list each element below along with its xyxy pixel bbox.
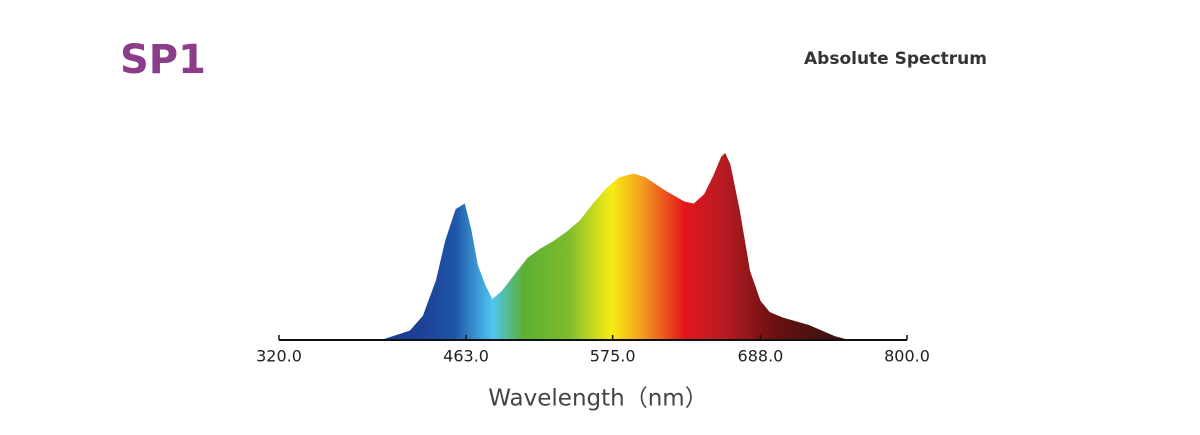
x-axis-label: Wavelength（nm）	[488, 386, 707, 412]
x-tick-label: 688.0	[738, 347, 784, 366]
chart-subtitle: Absolute Spectrum	[804, 49, 987, 69]
x-tick-label: 320.0	[256, 347, 302, 366]
chart-title: SP1	[120, 37, 206, 83]
x-tick-label: 463.0	[443, 347, 489, 366]
x-tick-label: 800.0	[884, 347, 930, 366]
spectrum-area	[357, 153, 850, 340]
x-tick-label: 575.0	[590, 347, 636, 366]
